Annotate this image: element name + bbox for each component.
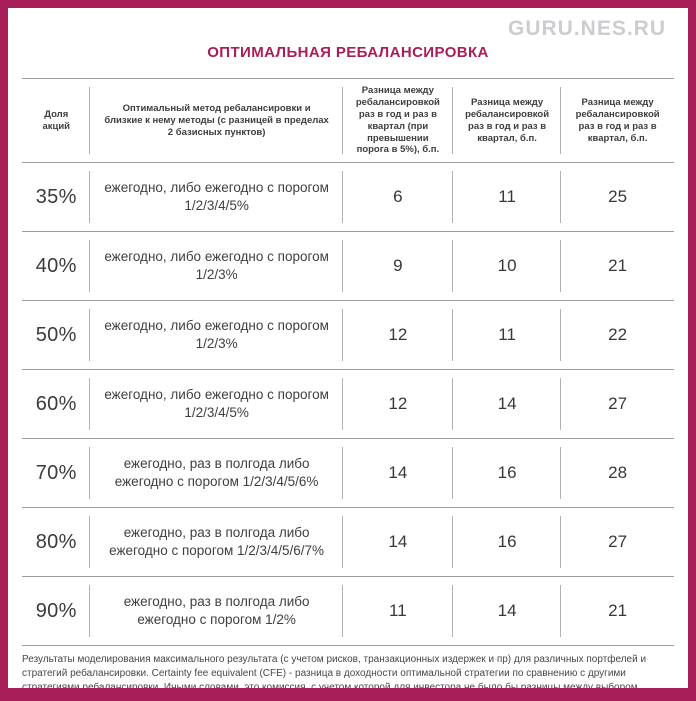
value-cell: 14 xyxy=(453,370,562,439)
table-row: 70% ежегодно, раз в полгода либо ежегодн… xyxy=(22,439,674,508)
value-cell: 10 xyxy=(453,232,562,301)
value-cell: 25 xyxy=(608,187,628,207)
value-cell: 14 xyxy=(343,439,454,508)
rebalancing-table: Доля акций Оптимальный метод ребалансиро… xyxy=(22,78,674,647)
value-cell: 11 xyxy=(343,577,454,646)
value-cell: 6 xyxy=(343,163,454,232)
share-cell: 35% xyxy=(22,163,91,232)
watermark-logo: GURU.NES.RU xyxy=(507,17,666,40)
col-header-optimal-method: Оптимальный метод ребалансировки и близк… xyxy=(90,79,344,163)
value-cell: 16 xyxy=(453,439,562,508)
table-row: 80% ежегодно, раз в полгода либо ежегодн… xyxy=(22,508,674,577)
share-cell: 50% xyxy=(22,301,91,370)
value-cell: 11 xyxy=(453,301,562,370)
value-cell: 14 xyxy=(343,508,454,577)
method-cell: ежегодно, раз в полгода либо ежегодно с … xyxy=(90,577,344,646)
table-row: 90% ежегодно, раз в полгода либо ежегодн… xyxy=(22,577,674,646)
value-cell: 27 xyxy=(608,532,628,552)
value-cell: 12 xyxy=(343,370,454,439)
col-header-diff-quarter-b: Разница между ребалансировкой раз в год … xyxy=(575,96,660,144)
method-cell: ежегодно, либо ежегодно с порогом 1/2/3% xyxy=(90,301,344,370)
share-cell: 90% xyxy=(22,577,91,646)
value-cell: 27 xyxy=(608,394,628,414)
method-cell: ежегодно, либо ежегодно с порогом 1/2/3% xyxy=(90,232,344,301)
share-cell: 60% xyxy=(22,370,91,439)
method-cell: ежегодно, раз в полгода либо ежегодно с … xyxy=(90,508,344,577)
col-header-diff-quarter-a: Разница между ребалансировкой раз в год … xyxy=(453,79,562,163)
value-cell: 28 xyxy=(608,463,628,483)
value-cell: 21 xyxy=(608,256,628,276)
rebalancing-table-container: Доля акций Оптимальный метод ребалансиро… xyxy=(22,78,674,647)
value-cell: 11 xyxy=(453,163,562,232)
value-cell: 14 xyxy=(453,577,562,646)
value-cell: 21 xyxy=(608,601,628,621)
table-row: 60% ежегодно, либо ежегодно с порогом 1/… xyxy=(22,370,674,439)
method-cell: ежегодно, либо ежегодно с порогом 1/2/3/… xyxy=(90,163,344,232)
value-cell: 9 xyxy=(343,232,454,301)
table-header-row: Доля акций Оптимальный метод ребалансиро… xyxy=(22,79,674,163)
page-title: ОПТИМАЛЬНАЯ РЕБАЛАНСИРОВКА xyxy=(207,44,489,61)
footnote-text: Результаты моделирования максимального р… xyxy=(22,654,647,693)
col-header-share: Доля акций xyxy=(22,79,91,163)
share-cell: 80% xyxy=(22,508,91,577)
method-cell: ежегодно, раз в полгода либо ежегодно с … xyxy=(90,439,344,508)
value-cell: 22 xyxy=(608,325,628,345)
table-row: 40% ежегодно, либо ежегодно с порогом 1/… xyxy=(22,232,674,301)
share-cell: 40% xyxy=(22,232,91,301)
method-cell: ежегодно, либо ежегодно с порогом 1/2/3/… xyxy=(90,370,344,439)
table-row: 50% ежегодно, либо ежегодно с порогом 1/… xyxy=(22,301,674,370)
value-cell: 16 xyxy=(453,508,562,577)
value-cell: 12 xyxy=(343,301,454,370)
table-row: 35% ежегодно, либо ежегодно с порогом 1/… xyxy=(22,163,674,232)
share-cell: 70% xyxy=(22,439,91,508)
col-header-diff-threshold5: Разница между ребалансировкой раз в год … xyxy=(343,79,454,163)
